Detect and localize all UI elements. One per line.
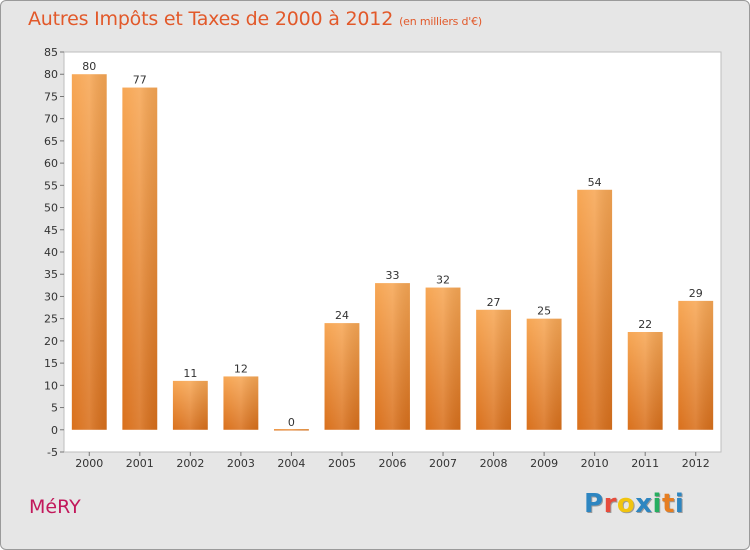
y-tick-label: 20 [44, 335, 58, 348]
x-tick-label: 2012 [682, 457, 710, 470]
bar-value-label: 80 [82, 60, 96, 73]
logo-letter: i [674, 489, 685, 519]
x-tick-label: 2011 [631, 457, 659, 470]
y-tick-label: 75 [44, 90, 58, 103]
bar-value-label: 25 [537, 305, 551, 318]
y-tick-label: 60 [44, 157, 58, 170]
commune-name: MéRY [29, 496, 81, 518]
bar-value-label: 12 [234, 362, 248, 375]
bar-sheen-2002 [172, 380, 208, 430]
logo-letter: i [652, 489, 662, 519]
bar-sheen-2009 [526, 318, 562, 430]
bar-value-label: 33 [386, 269, 400, 282]
y-tick-label: 35 [44, 268, 58, 281]
x-tick-label: 2004 [277, 457, 305, 470]
y-tick-label: 15 [44, 357, 58, 370]
bar-value-label: 0 [288, 416, 295, 429]
y-tick-label: 0 [51, 424, 58, 437]
bar-value-label: 11 [183, 367, 197, 380]
bar-value-label: 29 [689, 287, 703, 300]
logo-letter: x [635, 489, 653, 519]
proxiti-logo: Proxiti [584, 489, 684, 519]
x-tick-label: 2001 [126, 457, 154, 470]
chart-subtitle: (en milliers d'€) [399, 15, 482, 28]
chart-title: Autres Impôts et Taxes de 2000 à 2012 (en… [28, 8, 482, 30]
x-tick-label: 2000 [75, 457, 103, 470]
y-tick-label: 5 [51, 402, 58, 415]
bar-sheen-2001 [122, 87, 158, 430]
logo-letter: o [616, 489, 636, 519]
x-tick-label: 2007 [429, 457, 457, 470]
bar-value-label: 54 [588, 176, 602, 189]
bar-value-label: 24 [335, 309, 349, 322]
x-tick-label: 2003 [227, 457, 255, 470]
y-tick-label: 10 [44, 379, 58, 392]
bar-sheen-2007 [425, 287, 461, 430]
y-tick-label: 55 [44, 179, 58, 192]
bar-sheen-2006 [375, 283, 410, 430]
logo-letter: r [603, 489, 617, 519]
y-tick-label: 85 [44, 46, 58, 59]
bar-sheen-2005 [324, 323, 360, 430]
x-tick-label: 2006 [379, 457, 407, 470]
bar-value-label: 77 [133, 74, 147, 87]
x-tick-label: 2009 [530, 457, 558, 470]
bar-sheen-2000 [71, 74, 107, 430]
x-tick-label: 2005 [328, 457, 356, 470]
logo-letter: t [661, 489, 675, 519]
y-tick-label: 30 [44, 290, 58, 303]
y-tick-label: 40 [44, 246, 58, 259]
bar-sheen-2011 [627, 332, 663, 430]
x-tick-label: 2010 [581, 457, 609, 470]
bar-sheen-2010 [577, 189, 613, 430]
y-tick-label: 65 [44, 135, 58, 148]
x-tick-label: 2008 [480, 457, 508, 470]
y-tick-label: 50 [44, 202, 58, 215]
x-tick-label: 2002 [176, 457, 204, 470]
y-tick-label: 45 [44, 224, 58, 237]
bar-value-label: 22 [638, 318, 652, 331]
bar-sheen-2003 [223, 376, 259, 430]
chart-title-text: Autres Impôts et Taxes de 2000 à 2012 [28, 8, 394, 30]
bar-value-label: 32 [436, 274, 450, 287]
bar-sheen-2008 [476, 309, 512, 430]
bar-sheen-2004 [273, 429, 309, 431]
logo-letter: P [584, 489, 604, 519]
y-tick-label: 80 [44, 68, 58, 81]
bar-value-label: 27 [487, 296, 501, 309]
y-tick-label: -5 [47, 446, 58, 459]
bar-sheen-2012 [678, 300, 714, 430]
y-tick-label: 25 [44, 313, 58, 326]
y-tick-label: 70 [44, 113, 58, 126]
